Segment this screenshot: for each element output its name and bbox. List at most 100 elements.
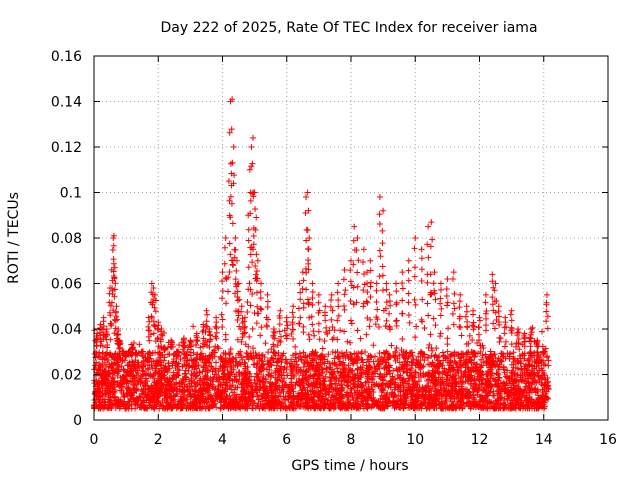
- data-point: [312, 390, 319, 397]
- data-point: [479, 392, 486, 399]
- data-point: [341, 367, 348, 374]
- data-point: [219, 364, 226, 371]
- data-point: [300, 349, 307, 356]
- data-point: [111, 378, 118, 385]
- data-point: [328, 374, 335, 381]
- data-point: [360, 303, 367, 310]
- data-point: [358, 348, 365, 355]
- data-point: [158, 402, 165, 409]
- data-point: [480, 397, 487, 404]
- data-point: [219, 269, 226, 276]
- data-point: [203, 318, 210, 325]
- data-point: [280, 388, 287, 395]
- data-point: [522, 394, 529, 401]
- data-point: [377, 370, 384, 377]
- data-point: [180, 350, 187, 357]
- data-point: [95, 392, 102, 399]
- data-point: [328, 291, 335, 298]
- data-point: [221, 244, 228, 251]
- data-point: [191, 366, 198, 373]
- data-point: [244, 299, 251, 306]
- data-point: [295, 355, 302, 362]
- data-point: [169, 397, 176, 404]
- data-point: [420, 392, 427, 399]
- data-point: [246, 333, 253, 340]
- data-point: [525, 361, 532, 368]
- data-point: [211, 402, 218, 409]
- data-point: [410, 385, 417, 392]
- data-point: [212, 385, 219, 392]
- data-point: [155, 371, 162, 378]
- data-point: [508, 307, 515, 314]
- data-point: [186, 357, 193, 364]
- data-point: [439, 349, 446, 356]
- data-point: [539, 387, 546, 394]
- data-point: [403, 361, 410, 368]
- data-point: [373, 362, 380, 369]
- data-point: [438, 392, 445, 399]
- data-point: [270, 405, 277, 412]
- data-point: [315, 402, 322, 409]
- data-point: [120, 400, 127, 407]
- data-point: [358, 356, 365, 363]
- data-point: [154, 398, 161, 405]
- data-point: [106, 370, 113, 377]
- data-point: [202, 405, 209, 412]
- data-point: [539, 398, 546, 405]
- data-point: [443, 355, 450, 362]
- data-point: [459, 391, 466, 398]
- data-point: [508, 361, 515, 368]
- data-point: [296, 280, 303, 287]
- data-point: [474, 373, 481, 380]
- data-point: [367, 392, 374, 399]
- data-point: [338, 394, 345, 401]
- data-point: [288, 370, 295, 377]
- data-point: [256, 405, 263, 412]
- data-point: [110, 242, 117, 249]
- data-point: [387, 302, 394, 309]
- data-point: [235, 402, 242, 409]
- data-point: [483, 315, 490, 322]
- data-point: [494, 363, 501, 370]
- data-point: [479, 352, 486, 359]
- data-point: [458, 332, 465, 339]
- data-point: [387, 326, 394, 333]
- data-point: [181, 351, 188, 358]
- data-point: [144, 356, 151, 363]
- data-point: [542, 361, 549, 368]
- data-point: [133, 386, 140, 393]
- data-point: [341, 266, 348, 273]
- data-point: [157, 352, 164, 359]
- data-point: [383, 369, 390, 376]
- data-point: [450, 366, 457, 373]
- data-point: [531, 358, 538, 365]
- data-point: [443, 285, 450, 292]
- data-point: [515, 379, 522, 386]
- data-point: [519, 352, 526, 359]
- data-point: [107, 351, 114, 358]
- data-point: [379, 358, 386, 365]
- data-point: [215, 388, 222, 395]
- data-point: [492, 381, 499, 388]
- data-point: [477, 364, 484, 371]
- data-point: [223, 300, 230, 307]
- data-point: [265, 371, 272, 378]
- data-point: [306, 314, 313, 321]
- data-point: [510, 380, 517, 387]
- data-point: [310, 350, 317, 357]
- data-point: [250, 400, 257, 407]
- data-point: [270, 398, 277, 405]
- data-point: [473, 361, 480, 368]
- data-point: [411, 264, 418, 271]
- data-point: [412, 235, 419, 241]
- data-point: [283, 359, 290, 366]
- data-point: [542, 381, 549, 388]
- data-point: [197, 389, 204, 396]
- data-point: [156, 349, 163, 356]
- data-point: [234, 362, 241, 369]
- data-point: [179, 346, 186, 353]
- data-point: [323, 396, 330, 403]
- data-point: [226, 268, 233, 275]
- data-point: [287, 386, 294, 393]
- data-point: [219, 316, 226, 323]
